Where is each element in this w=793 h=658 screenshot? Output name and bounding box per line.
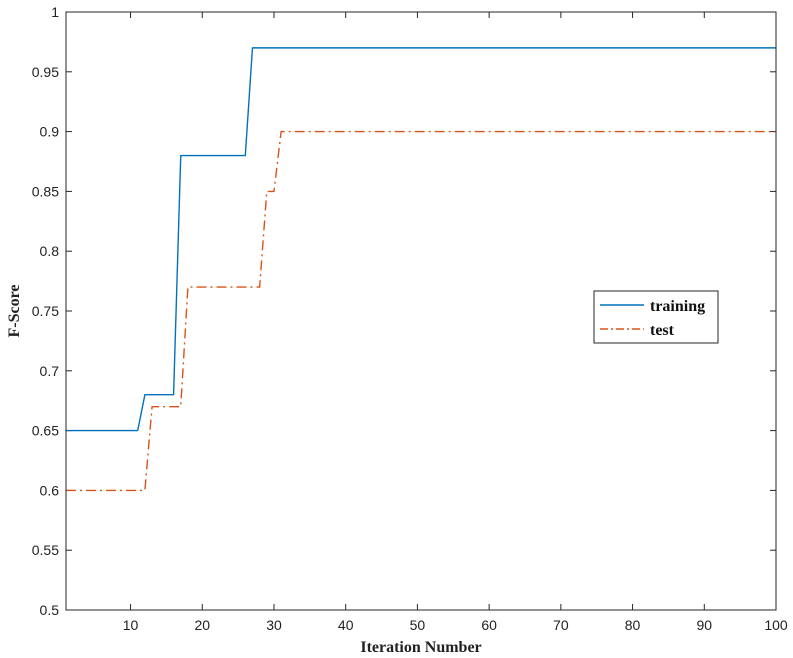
y-tick-label: 0.95	[32, 64, 59, 80]
series-line-training	[66, 47, 776, 432]
legend-label-test: test	[650, 322, 675, 339]
legend: training test	[593, 290, 719, 344]
y-tick-label: 1	[51, 4, 59, 20]
legend-label-training: training	[650, 298, 705, 315]
y-tick-label: 0.75	[32, 303, 59, 319]
x-tick-label: 70	[553, 617, 569, 633]
y-tick-label: 0.7	[40, 363, 60, 379]
x-tick-label: 50	[410, 617, 426, 633]
y-tick-label: 0.85	[32, 183, 59, 199]
legend-box	[593, 290, 719, 344]
plot-frame	[65, 11, 777, 611]
x-tick-label: 40	[338, 617, 354, 633]
y-tick-label: 0.8	[40, 243, 60, 259]
series-line-test	[66, 130, 776, 492]
series-layer	[66, 47, 776, 492]
y-axis-title: F-Score	[6, 284, 23, 337]
y-tick-label: 0.6	[40, 482, 60, 498]
x-tick-label: 80	[625, 617, 641, 633]
y-tick-label: 0.65	[32, 423, 59, 439]
x-tick-label: 100	[764, 617, 788, 633]
x-axis-title: Iteration Number	[360, 639, 481, 656]
x-tick-label: 30	[266, 617, 282, 633]
tick-labels-layer: 10 20 30 40 50 60 70 80 90 100 0.5 0.55 0.6 0.65 0.7 0.…	[32, 4, 788, 633]
y-tick-label: 0.55	[32, 542, 59, 558]
x-tick-label: 10	[123, 617, 139, 633]
x-tick-label: 20	[194, 617, 210, 633]
y-tick-label: 0.9	[40, 124, 60, 140]
y-tick-label: 0.5	[40, 602, 60, 618]
x-tick-label: 90	[696, 617, 712, 633]
x-tick-label: 60	[481, 617, 497, 633]
